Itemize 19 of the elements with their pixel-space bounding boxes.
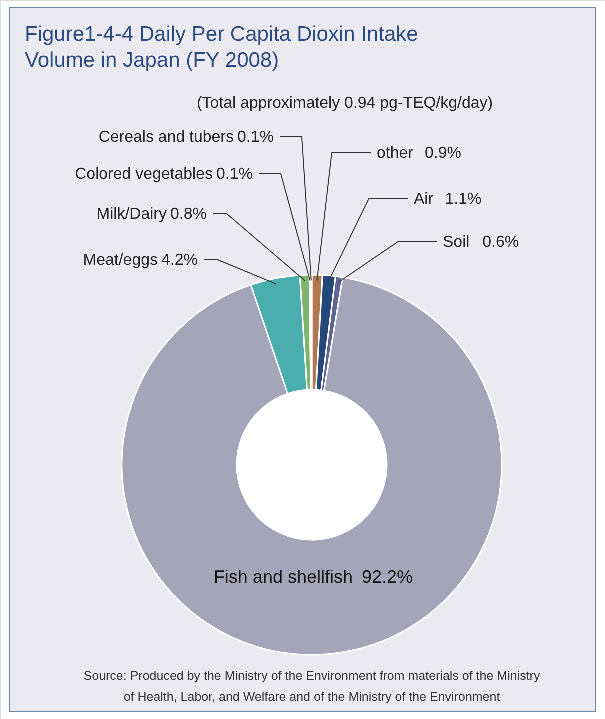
data-label: 0.1% bbox=[238, 129, 274, 146]
data-label: 1.1% bbox=[445, 191, 482, 208]
data-label: 0.6% bbox=[482, 234, 520, 251]
data-label: 0.9% bbox=[425, 145, 462, 162]
text: (Total approximately 0.94 pg-TEQ/kg/day) bbox=[196, 95, 494, 112]
slice-label: other bbox=[377, 145, 414, 162]
data-label: 4.2% bbox=[162, 252, 198, 269]
slice-label: Milk/Dairy bbox=[96, 206, 167, 223]
data-label: 92.2% bbox=[362, 567, 414, 587]
slice-label: Cereals and tubers bbox=[98, 129, 234, 146]
data-label: 0.1% bbox=[216, 166, 253, 183]
chart-title: Figure1-4-4 Daily Per Capita Dioxin Intake Volume in Japan (FY 2008) bbox=[25, 23, 418, 72]
slice-label: Meat/eggs bbox=[83, 252, 158, 269]
source-note: Source: Produced by the Ministry of the Environment from materials of the Ministry of Health, Labor, and Welfare and of the Ministry of the Environment bbox=[84, 669, 541, 704]
slice-label: Air bbox=[414, 191, 434, 208]
data-label: 0.8% bbox=[170, 206, 207, 223]
slice-label: Fish and shellfish bbox=[214, 567, 353, 587]
slice-label: Colored vegetables bbox=[75, 166, 213, 183]
slice-label: Soil bbox=[443, 234, 470, 251]
